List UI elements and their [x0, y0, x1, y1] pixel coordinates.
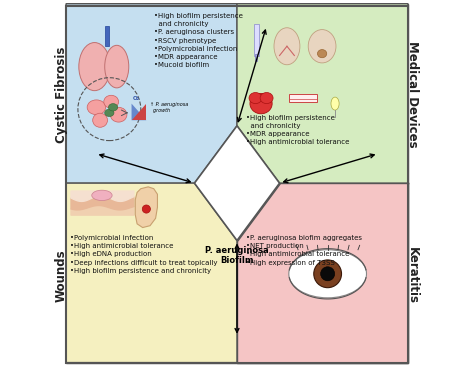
Ellipse shape: [331, 97, 339, 110]
Polygon shape: [132, 104, 146, 120]
Ellipse shape: [104, 95, 118, 108]
Ellipse shape: [289, 250, 366, 298]
Ellipse shape: [219, 152, 232, 159]
Text: P. aeruginosa
Biofilm: P. aeruginosa Biofilm: [205, 246, 269, 265]
Polygon shape: [66, 183, 237, 363]
Bar: [66, 183, 237, 363]
Text: •Polymicrobial infection
•High antimicrobial tolerance
•High eDNA production
•De: •Polymicrobial infection •High antimicro…: [71, 235, 218, 274]
Ellipse shape: [314, 260, 342, 288]
Bar: [66, 4, 237, 183]
Ellipse shape: [308, 30, 336, 63]
Ellipse shape: [92, 190, 112, 201]
Text: Wounds: Wounds: [55, 249, 68, 302]
Polygon shape: [66, 4, 237, 183]
Polygon shape: [132, 104, 146, 120]
Bar: [254, 24, 259, 56]
Polygon shape: [237, 183, 408, 363]
Text: Medical Devices: Medical Devices: [406, 41, 419, 148]
Text: Keratitis: Keratitis: [406, 247, 419, 304]
Ellipse shape: [241, 156, 255, 166]
Ellipse shape: [320, 267, 335, 281]
Ellipse shape: [105, 46, 129, 88]
Polygon shape: [194, 126, 280, 240]
Ellipse shape: [274, 28, 300, 65]
Bar: [105, 26, 109, 46]
Text: ↑ P. aeruginosa
  growth: ↑ P. aeruginosa growth: [150, 102, 188, 113]
Ellipse shape: [232, 151, 250, 160]
Bar: [289, 94, 317, 102]
Polygon shape: [135, 187, 157, 228]
Text: •High biofilm persistence
  and chronicity
•MDR appearance
•High antimicrobial t: •High biofilm persistence and chronicity…: [246, 115, 350, 145]
Ellipse shape: [110, 107, 127, 122]
Text: •High biofilm persistence
  and chronicity
•P. aeruginosa clusters
•RSCV phenoty: •High biofilm persistence and chronicity…: [154, 13, 243, 68]
Bar: [237, 183, 408, 363]
Ellipse shape: [250, 93, 272, 114]
Ellipse shape: [105, 109, 114, 117]
Polygon shape: [66, 4, 408, 183]
Ellipse shape: [87, 100, 106, 115]
Polygon shape: [66, 183, 408, 363]
Bar: [237, 4, 408, 183]
Ellipse shape: [217, 155, 238, 167]
Ellipse shape: [79, 43, 110, 91]
Text: O₂: O₂: [133, 95, 140, 101]
Ellipse shape: [226, 159, 241, 166]
Bar: [255, 54, 257, 61]
Ellipse shape: [93, 113, 108, 127]
Ellipse shape: [109, 104, 118, 111]
Ellipse shape: [260, 92, 273, 104]
Polygon shape: [237, 4, 408, 183]
Ellipse shape: [318, 50, 327, 58]
Ellipse shape: [142, 205, 150, 213]
Text: •P. aeruginosa biofim aggregates
•NET production
•High antimicrobial tolerance
•: •P. aeruginosa biofim aggregates •NET pr…: [246, 235, 362, 266]
Ellipse shape: [249, 92, 262, 104]
Text: Cystic Fibrosis: Cystic Fibrosis: [55, 46, 68, 142]
